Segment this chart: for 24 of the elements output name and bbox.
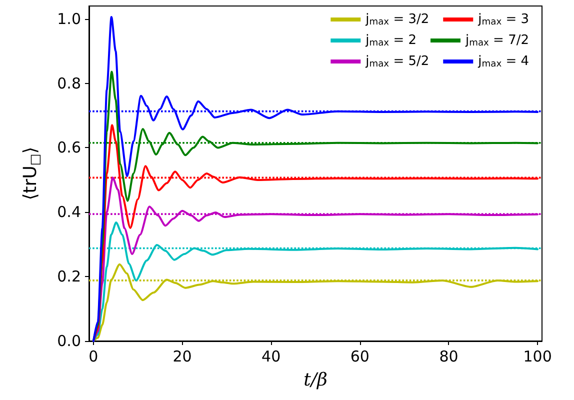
legend-label: jmax = 3 bbox=[477, 12, 530, 28]
y-tick-label: 1.0 bbox=[57, 10, 81, 28]
x-tick-label: 80 bbox=[439, 348, 458, 366]
y-tick-label: 0.0 bbox=[57, 332, 81, 350]
y-tick-label: 0.4 bbox=[57, 203, 81, 222]
y-axis-title: ⟨trU□⟩ bbox=[20, 146, 42, 200]
y-tick-label: 0.6 bbox=[57, 138, 81, 157]
legend-label: jmax = 5/2 bbox=[364, 54, 430, 70]
x-tick-label: 40 bbox=[262, 348, 281, 366]
x-tick-label: 20 bbox=[172, 348, 192, 366]
line-series bbox=[92, 124, 539, 342]
line-series bbox=[92, 221, 539, 342]
legend-label: jmax = 7/2 bbox=[464, 33, 530, 48]
legend-label: jmax = 2 bbox=[364, 33, 417, 48]
legend-label: jmax = 4 bbox=[477, 54, 530, 70]
y-tick-label: 0.2 bbox=[57, 268, 81, 286]
legend-label: jmax = 3/2 bbox=[364, 12, 430, 28]
line-series bbox=[92, 176, 539, 342]
x-tick-label: 100 bbox=[523, 348, 552, 366]
x-tick-label: 60 bbox=[350, 348, 370, 366]
x-axis-title: t/β bbox=[304, 370, 328, 390]
line-series bbox=[92, 263, 539, 342]
x-tick-label: 0 bbox=[88, 348, 98, 366]
y-tick-label: 0.8 bbox=[57, 74, 81, 92]
